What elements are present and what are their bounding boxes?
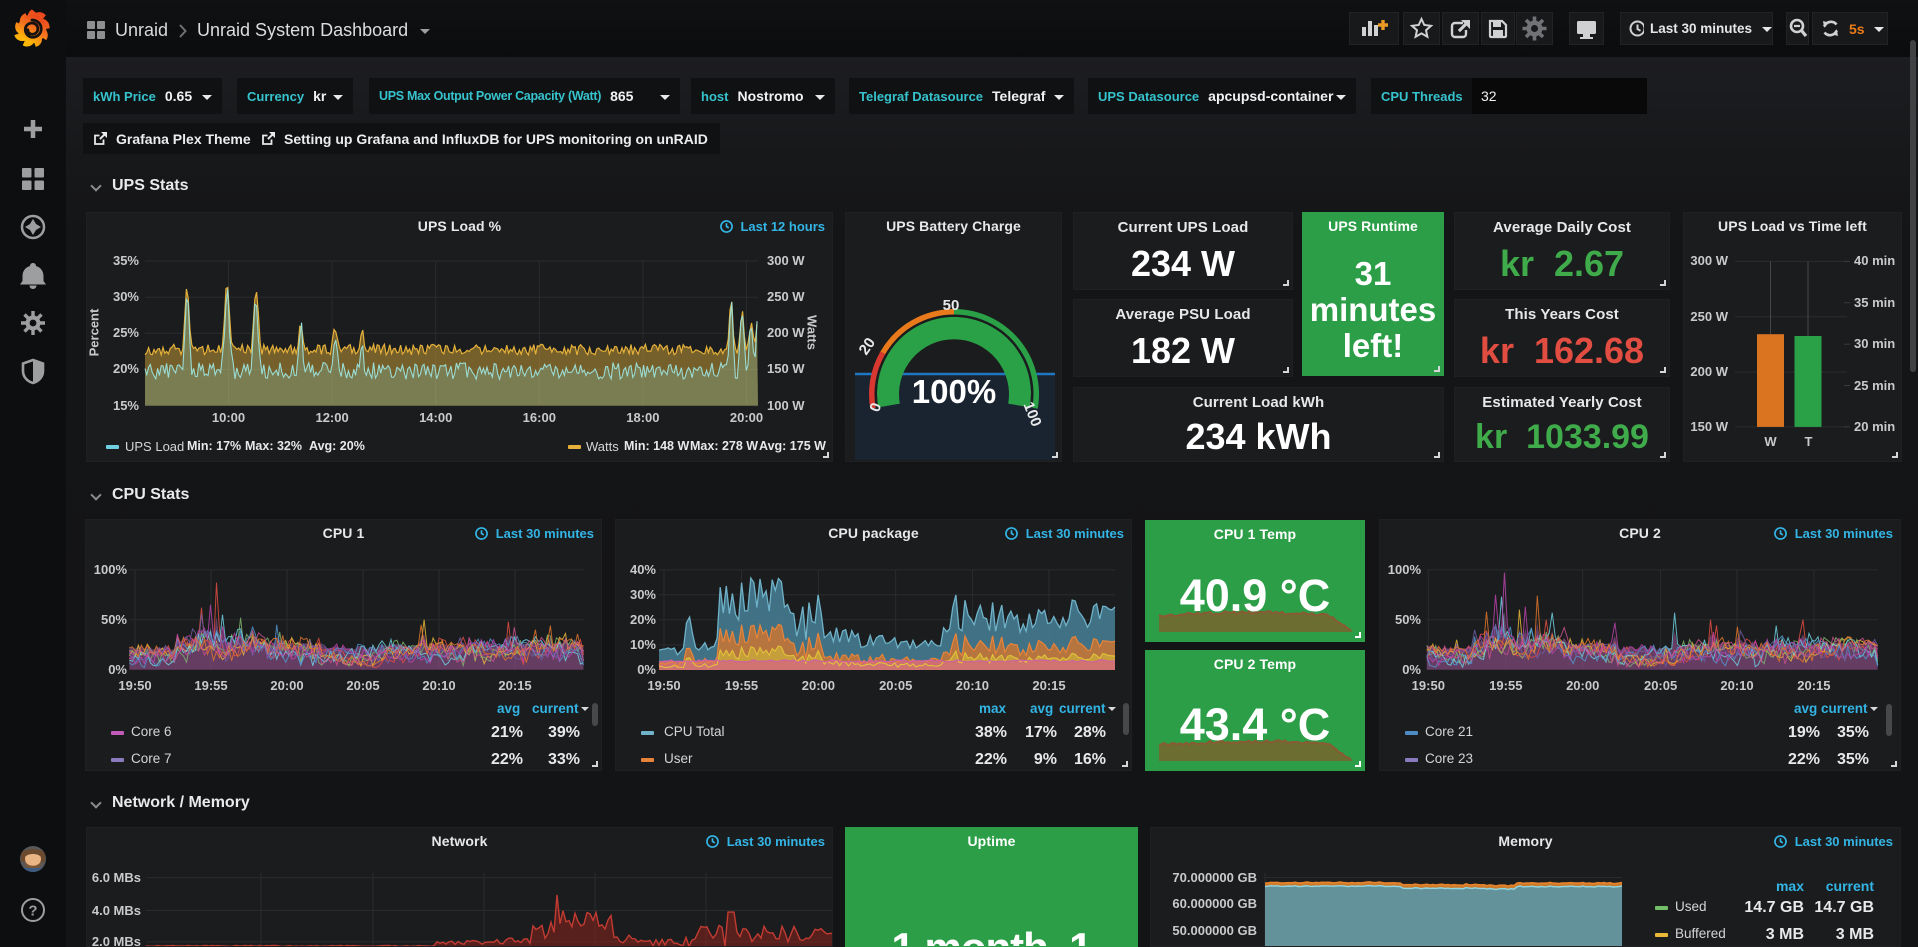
svg-text:50: 50 bbox=[943, 297, 960, 314]
svg-text:100%: 100% bbox=[912, 373, 996, 410]
svg-text:?: ? bbox=[28, 903, 37, 920]
svg-text:20: 20 bbox=[856, 335, 879, 358]
